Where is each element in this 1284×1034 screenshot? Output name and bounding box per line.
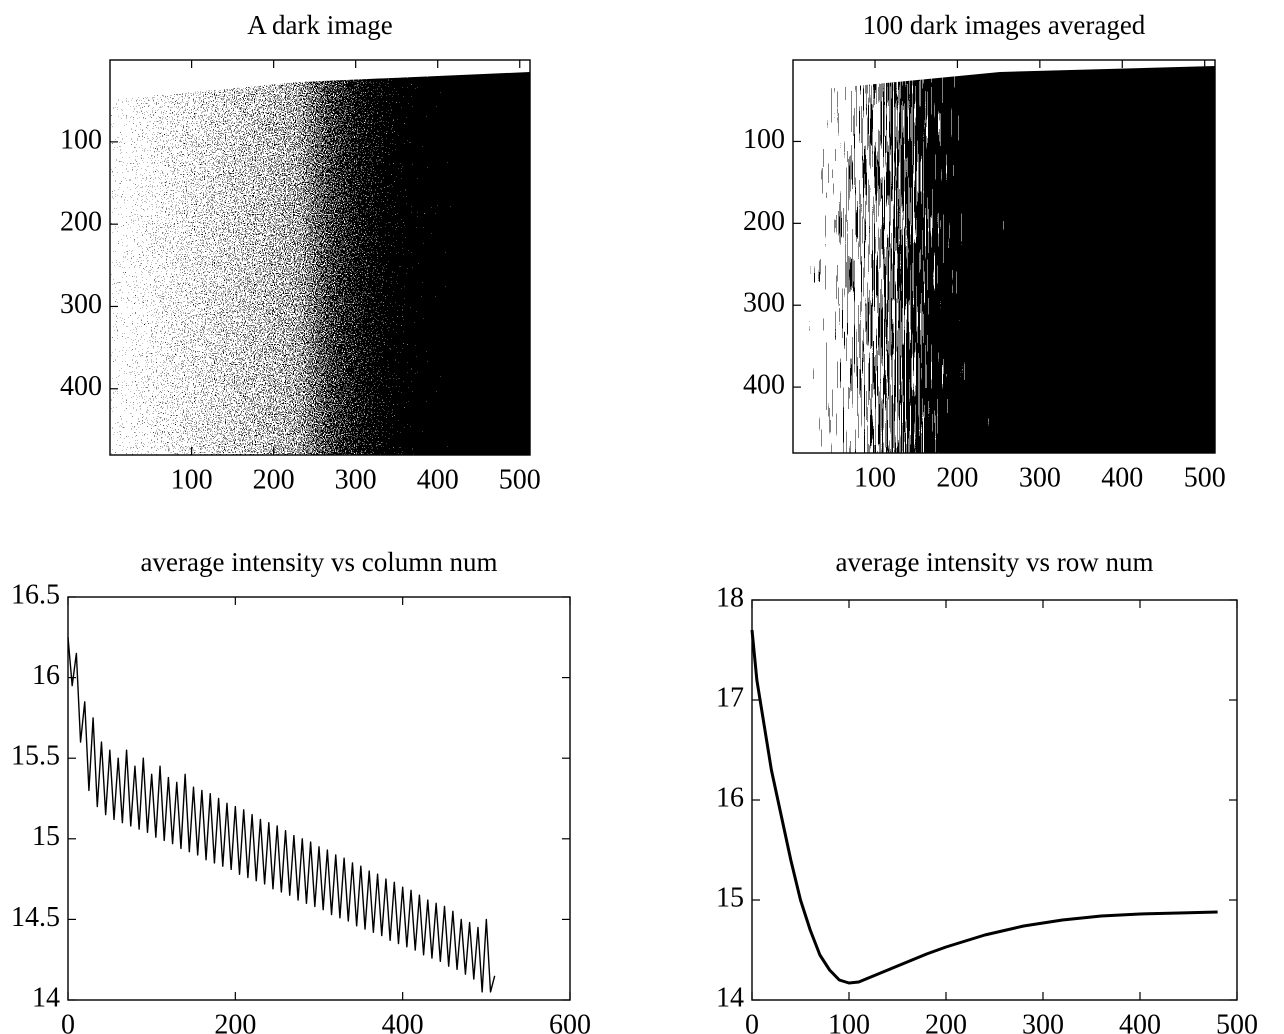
- y-tick-label: 200: [743, 206, 785, 237]
- x-tick-label: 300: [1022, 1009, 1064, 1034]
- x-tick-label: 200: [253, 464, 295, 495]
- y-tick-label: 16: [716, 782, 744, 813]
- y-tick-label: 400: [743, 370, 785, 401]
- x-tick-label: 300: [1019, 462, 1061, 493]
- x-tick-label: 0: [61, 1009, 75, 1034]
- y-tick-label: 16.5: [11, 579, 60, 610]
- x-tick-label: 400: [1119, 1009, 1161, 1034]
- x-tick-label: 500: [1184, 462, 1226, 493]
- y-tick-label: 300: [60, 289, 102, 320]
- y-tick-label: 100: [743, 124, 785, 155]
- y-tick-label: 200: [60, 207, 102, 238]
- x-tick-label: 200: [925, 1009, 967, 1034]
- data-line: [750, 629, 1218, 985]
- y-tick-label: 15.5: [11, 741, 60, 772]
- axes-box: [67, 596, 571, 1001]
- chart-title: A dark image: [247, 10, 392, 40]
- x-tick-label: 400: [417, 464, 459, 495]
- y-tick-label: 14: [716, 982, 744, 1013]
- chart-title: average intensity vs row num: [836, 547, 1154, 577]
- x-tick-label: 100: [171, 464, 213, 495]
- y-tick-label: 300: [743, 288, 785, 319]
- x-tick-label: 200: [936, 462, 978, 493]
- y-tick-label: 18: [716, 582, 744, 613]
- image-texture: [110, 60, 1215, 455]
- data-line: [67, 637, 496, 993]
- x-tick-label: 500: [1216, 1009, 1258, 1034]
- y-tick-label: 400: [60, 371, 102, 402]
- y-tick-label: 16: [32, 660, 60, 691]
- axes-box: [751, 599, 1238, 1001]
- y-tick-label: 100: [60, 124, 102, 155]
- axes-box: [109, 59, 531, 456]
- y-tick-label: 14.5: [11, 902, 60, 933]
- y-tick-label: 15: [32, 821, 60, 852]
- y-tick-label: 14: [32, 982, 60, 1013]
- y-tick-label: 15: [716, 882, 744, 913]
- x-tick-label: 200: [214, 1009, 256, 1034]
- x-tick-label: 100: [854, 462, 896, 493]
- x-tick-label: 400: [1101, 462, 1143, 493]
- x-tick-label: 100: [828, 1009, 870, 1034]
- x-tick-label: 500: [499, 464, 541, 495]
- chart-title: 100 dark images averaged: [863, 10, 1146, 40]
- x-tick-label: 300: [335, 464, 377, 495]
- axes-box: [792, 59, 1216, 454]
- chart-title: average intensity vs column num: [141, 547, 498, 577]
- x-tick-label: 400: [382, 1009, 424, 1034]
- x-tick-label: 0: [745, 1009, 759, 1034]
- x-tick-label: 600: [549, 1009, 591, 1034]
- y-tick-label: 17: [716, 682, 744, 713]
